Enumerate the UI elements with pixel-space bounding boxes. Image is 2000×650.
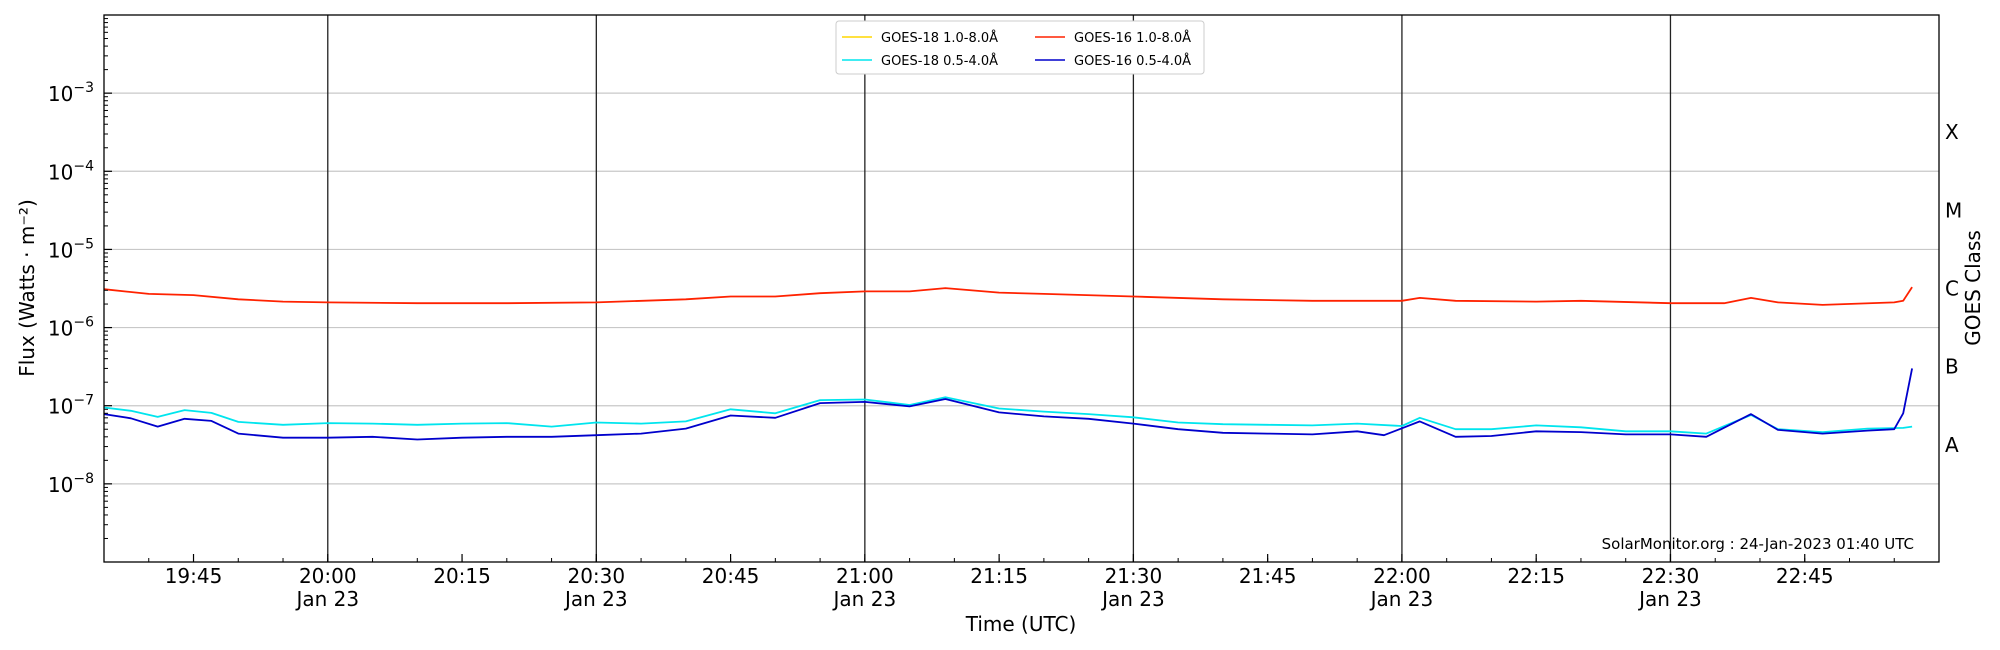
goes-class-label: C xyxy=(1945,277,1959,301)
y-tick-label: 10−8 xyxy=(48,471,94,497)
series-line xyxy=(103,286,1913,306)
y-tick-label: 10−7 xyxy=(48,393,94,419)
y-tick-label: 10−5 xyxy=(48,236,94,262)
legend-label-goes18-long: GOES-18 1.0-8.0Å xyxy=(881,30,998,46)
legend-label-goes18-short: GOES-18 0.5-4.0Å xyxy=(881,53,998,69)
x-tick-label: 20:00 xyxy=(299,564,357,588)
plot-frame xyxy=(103,14,1940,563)
x-tick-label: 20:45 xyxy=(702,564,760,588)
goes-class-label: M xyxy=(1945,198,1962,222)
goes-class-axis-label: GOES Class xyxy=(1961,230,1985,346)
y-axis-label: Flux (Watts · m⁻²) xyxy=(15,199,39,377)
goes-class-label: A xyxy=(1945,433,1959,457)
x-tick-date-label: Jan 23 xyxy=(832,587,897,611)
series-line xyxy=(103,396,1913,435)
legend-frame xyxy=(835,20,1205,75)
x-tick-date-label: Jan 23 xyxy=(1369,587,1434,611)
x-axis-label: Time (UTC) xyxy=(965,612,1077,636)
series-lines xyxy=(103,286,1913,441)
x-tick-label: 20:30 xyxy=(567,564,625,588)
x-tick-date-label: Jan 23 xyxy=(1637,587,1702,611)
x-tick-label: 21:30 xyxy=(1105,564,1163,588)
grid-lines xyxy=(104,92,1939,485)
series-line xyxy=(103,368,1913,441)
legend-label-goes16-short: GOES-16 0.5-4.0Å xyxy=(1074,53,1191,69)
x-tick-date-label: Jan 23 xyxy=(294,587,359,611)
goes-class-label: B xyxy=(1945,355,1959,379)
x-tick-label: 22:00 xyxy=(1373,564,1431,588)
x-tick-label: 22:45 xyxy=(1776,564,1834,588)
y-tick-label: 10−4 xyxy=(48,158,94,184)
x-tick-label: 20:15 xyxy=(433,564,491,588)
y-tick-label: 10−3 xyxy=(48,80,94,106)
y-tick-label: 10−6 xyxy=(48,315,94,341)
goes-class-label: X xyxy=(1945,120,1959,144)
watermark-annotation: SolarMonitor.org : 24-Jan-2023 01:40 UTC xyxy=(1602,535,1914,553)
legend: GOES-18 1.0-8.0Å GOES-18 0.5-4.0Å GOES-1… xyxy=(835,20,1205,75)
x-tick-label: 19:45 xyxy=(165,564,223,588)
legend-label-goes16-long: GOES-16 1.0-8.0Å xyxy=(1074,30,1191,46)
day-boundary-lines xyxy=(327,15,1672,562)
x-tick-label: 22:30 xyxy=(1642,564,1700,588)
x-tick-label: 21:15 xyxy=(970,564,1028,588)
x-tick-label: 21:00 xyxy=(836,564,894,588)
x-tick-label: 22:15 xyxy=(1507,564,1565,588)
goes-class-labels: X M C B A xyxy=(1945,120,1962,457)
x-tick-date-label: Jan 23 xyxy=(1100,587,1165,611)
x-tick-date-label: Jan 23 xyxy=(563,587,628,611)
y-axis-ticks: 10−3 10−4 10−5 10−6 10−7 10−8 xyxy=(48,18,112,539)
x-tick-label: 21:45 xyxy=(1239,564,1297,588)
